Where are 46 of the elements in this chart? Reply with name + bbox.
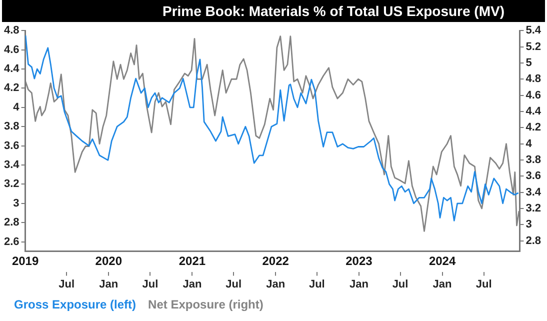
x-tick-label: Jan [182,278,202,290]
x2-tick-label: 2020 [95,254,122,268]
y2-tick-label: 4.4 [526,106,542,118]
y2-tick-label: 4.6 [526,89,542,102]
x-tick-label: Jan [349,278,369,290]
y-tick-label: 4.2 [4,82,20,94]
y-tick-label: 4.8 [4,24,20,37]
text: Gross Exposure (left) [14,297,136,312]
y-tick-label: 4 [13,101,20,114]
y-tick-label: 4.6 [4,44,20,56]
y2-tick-label: 3.2 [526,202,542,215]
chart-title: Prime Book: Materials % of Total US Exposure (MV) [2,0,545,22]
x-tick-label: Jul [142,278,158,290]
y2-tick-label: 2.8 [526,234,542,247]
y2-tick-label: 4 [526,138,533,150]
text: Net Exposure (right) [148,297,264,312]
y2-tick-label: 3.8 [526,154,542,166]
y2-tick-label: 5.4 [526,24,542,37]
x-tick-label: Jan [266,278,286,290]
y2-tick-label: 3 [526,218,532,231]
y-tick-label: 2.8 [4,216,20,229]
y-tick-label: 2.6 [4,236,20,248]
x-tick-label: Jul [476,278,492,290]
y-tick-label: 3 [13,197,20,210]
x-tick-label: Jul [308,278,325,290]
y2-tick-label: 3.6 [526,170,542,182]
x2-tick-label: 2024 [428,254,456,268]
x-tick-label: Jul [58,278,75,290]
x-tick-label: Jan [99,278,118,290]
y2-tick-label: 5 [526,56,532,69]
x2-tick-label: 2023 [346,254,373,268]
y-tick-label: 4.4 [4,63,20,76]
x-tick-label: Jul [226,278,242,290]
y-tick-label: 3.6 [4,140,20,152]
y2-tick-label: 4.2 [526,122,542,134]
x2-tick-label: 2021 [178,254,206,268]
x-tick-label: Jan [432,278,452,290]
y2-tick-label: 3.4 [526,186,542,198]
y2-tick-label: 4.8 [526,73,542,86]
y-tick-label: 3.8 [4,120,20,133]
x-tick-label: Jul [392,278,408,290]
y-tick-label: 3.4 [4,159,20,172]
x2-tick-label: 2019 [12,254,39,268]
y2-tick-label: 5.2 [526,40,542,53]
x2-tick-label: 2022 [262,254,290,268]
y-tick-label: 3.2 [4,178,20,190]
